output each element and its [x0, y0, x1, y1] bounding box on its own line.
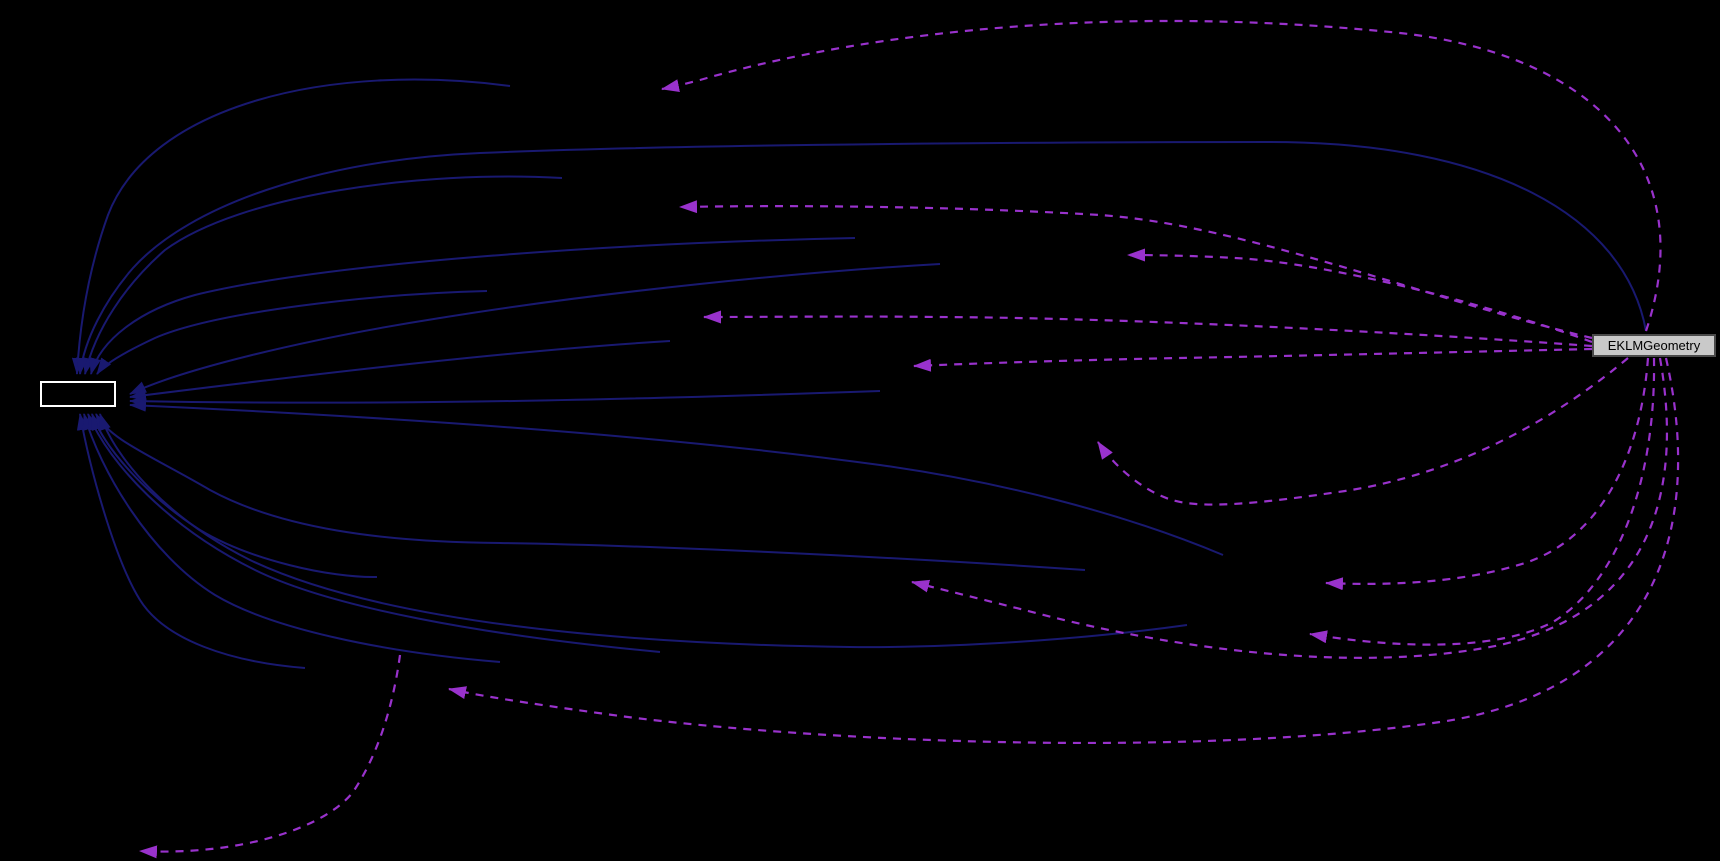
dashed-usage-edge	[139, 654, 402, 859]
solid-inheritance-edge	[87, 413, 661, 653]
solid-inheritance-edge	[129, 390, 881, 408]
solid-inheritance-edge	[82, 413, 501, 663]
solid-inheritance-edge	[129, 263, 941, 395]
dashed-usage-edge	[911, 357, 1669, 659]
solid-inheritance-edge	[99, 413, 1188, 649]
dashed-usage-edge	[1325, 357, 1650, 591]
solid-inheritance-edge	[75, 140, 1647, 375]
solid-inheritance-edge	[95, 413, 1086, 571]
unlabeled-node-box[interactable]	[40, 381, 116, 407]
dashed-usage-edge	[913, 347, 1593, 372]
solid-inheritance-edge	[96, 290, 488, 375]
solid-inheritance-edge	[82, 175, 563, 375]
node-eklmgeometry[interactable]: EKLMGeometry	[1592, 334, 1716, 357]
dashed-usage-edge	[448, 357, 1680, 745]
solid-inheritance-edge	[129, 340, 671, 401]
solid-inheritance-edge	[129, 399, 1224, 556]
dashed-usage-edge	[1097, 357, 1629, 506]
dashed-usage-edge	[1127, 248, 1593, 344]
solid-inheritance-edge	[71, 78, 511, 375]
dashed-usage-edge	[661, 19, 1662, 332]
solid-inheritance-edge	[89, 237, 856, 375]
dashed-usage-edge	[703, 310, 1593, 348]
solid-inheritance-edge	[76, 413, 306, 669]
dashed-usage-edge	[1309, 357, 1656, 646]
